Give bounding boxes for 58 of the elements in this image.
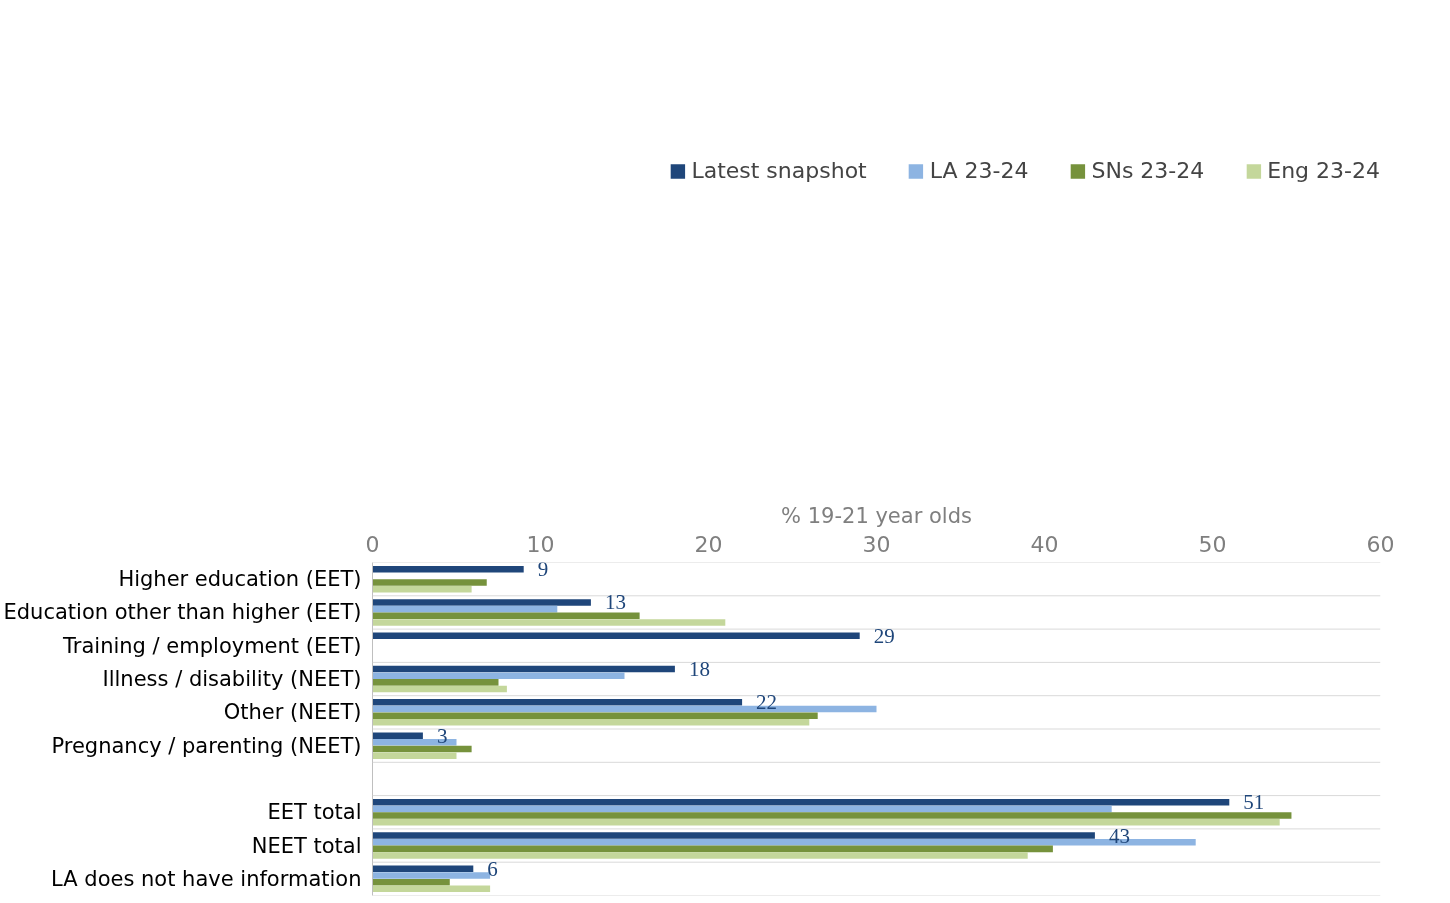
x-tick-label: 0 [365,531,380,557]
bar [372,852,1028,859]
y-tick-label: NEET total [251,833,362,858]
bar [372,752,457,759]
data-label: 18 [688,657,710,682]
y-tick-label: Higher education (EET) [118,567,362,592]
data-label: 3 [436,723,448,748]
bar [372,799,1230,806]
bar [372,845,1053,853]
data-label: 13 [604,590,626,615]
bar [372,612,640,620]
bar [372,732,423,739]
x-tick-label: 10 [526,531,555,557]
bar [372,699,743,706]
bar [372,745,472,753]
bar [372,605,558,613]
x-tick-label: 50 [1198,531,1227,557]
bar [372,579,487,586]
data-label: 51 [1243,790,1265,815]
data-label: 9 [537,557,549,582]
bar [372,672,625,679]
bar [372,719,810,726]
y-tick-label: Education other than higher (EET) [3,600,362,625]
bar [372,599,591,606]
legend-label: Eng 23-24 [1267,158,1380,184]
bar [372,832,1095,839]
y-tick-label: Training / employment (EET) [62,633,362,658]
bar [372,685,507,693]
bar [372,712,818,719]
bar [372,812,1292,819]
bar [372,805,1112,813]
bar [372,619,726,626]
bar [372,878,450,886]
data-label: 43 [1108,823,1130,848]
bar [372,865,474,873]
x-tick-label: 40 [1030,531,1059,557]
y-tick-label: Illness / disability (NEET) [102,667,362,692]
x-tick-label: 60 [1366,531,1395,557]
y-tick-label: Other (NEET) [223,700,362,725]
legend-label: Latest snapshot [691,158,867,184]
bar [372,679,499,686]
bar [372,565,524,573]
bar [372,818,1280,826]
x-tick-label: 20 [694,531,723,557]
y-tick-label: EET total [267,800,362,825]
data-label: 6 [487,856,498,881]
bar [372,585,472,593]
bar [372,632,860,640]
y-tick-label: LA does not have information [51,866,362,891]
bar [372,665,675,673]
data-label: 22 [756,690,778,715]
bar [372,885,491,893]
x-tick-label: 30 [862,531,891,557]
legend-label: LA 23-24 [929,158,1029,184]
data-label: 29 [873,623,895,648]
x-axis-title: % 19-21 year olds [781,503,972,528]
legend-label: SNs 23-24 [1091,158,1205,184]
y-tick-label: Pregnancy / parenting (NEET) [51,733,362,758]
